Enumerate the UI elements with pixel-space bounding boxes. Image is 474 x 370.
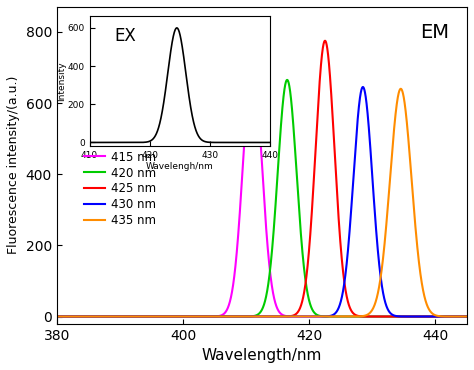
425 nm <box>218 314 224 319</box>
Legend: 415 nm, 420 nm, 425 nm, 430 nm, 435 nm: 415 nm, 420 nm, 425 nm, 430 nm, 435 nm <box>79 146 161 232</box>
425 nm <box>374 314 380 319</box>
420 nm <box>407 314 412 319</box>
415 nm <box>132 314 137 319</box>
Line: 425 nm: 425 nm <box>57 41 474 316</box>
430 nm <box>54 314 60 319</box>
Line: 435 nm: 435 nm <box>57 89 474 316</box>
430 nm <box>374 240 380 244</box>
415 nm <box>250 62 255 66</box>
430 nm <box>132 314 137 319</box>
425 nm <box>333 173 339 178</box>
430 nm <box>360 85 366 89</box>
Text: EM: EM <box>420 23 449 42</box>
435 nm <box>54 314 60 319</box>
Line: 420 nm: 420 nm <box>57 80 474 316</box>
435 nm <box>218 314 224 319</box>
Line: 415 nm: 415 nm <box>57 64 474 316</box>
430 nm <box>407 314 412 319</box>
420 nm <box>284 78 290 82</box>
430 nm <box>311 314 317 319</box>
425 nm <box>322 38 328 43</box>
435 nm <box>132 314 137 319</box>
435 nm <box>374 295 380 299</box>
420 nm <box>311 310 317 315</box>
415 nm <box>374 314 380 319</box>
420 nm <box>374 314 380 319</box>
420 nm <box>333 314 339 319</box>
425 nm <box>54 314 60 319</box>
415 nm <box>54 314 60 319</box>
415 nm <box>333 314 339 319</box>
430 nm <box>333 310 339 315</box>
Line: 430 nm: 430 nm <box>57 87 474 316</box>
420 nm <box>218 314 224 319</box>
420 nm <box>132 314 137 319</box>
415 nm <box>407 314 412 319</box>
425 nm <box>311 171 317 176</box>
425 nm <box>407 314 412 319</box>
430 nm <box>218 314 224 319</box>
435 nm <box>407 154 412 158</box>
435 nm <box>398 87 404 91</box>
Y-axis label: Fluorescence intensity/(a.u.): Fluorescence intensity/(a.u.) <box>7 76 20 255</box>
435 nm <box>311 314 317 319</box>
415 nm <box>218 313 224 318</box>
425 nm <box>132 314 137 319</box>
435 nm <box>333 314 339 319</box>
X-axis label: Wavelength/nm: Wavelength/nm <box>202 348 322 363</box>
420 nm <box>54 314 60 319</box>
415 nm <box>311 314 317 319</box>
